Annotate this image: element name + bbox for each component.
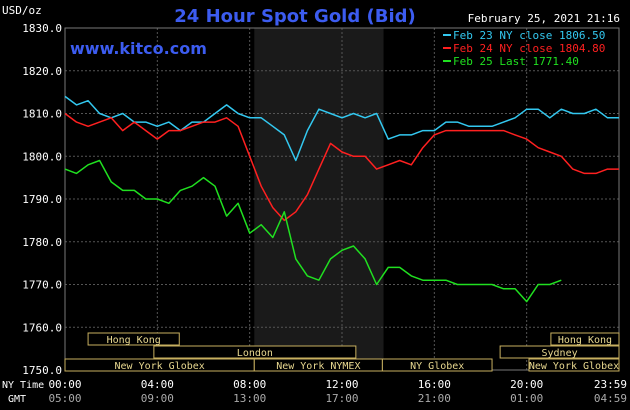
y-tick-label: 1750.0	[22, 364, 62, 377]
session-box	[87, 332, 180, 346]
y-tick-label: 1760.0	[22, 321, 62, 334]
y-tick-label: 1830.0	[22, 22, 62, 35]
series-line	[64, 112, 619, 222]
gmt-tick-label: 04:59	[594, 392, 627, 405]
ny-time-tick-label: 08:00	[233, 378, 266, 391]
y-tick-labels: 1750.0 1760.0 1770.0 1780.0 1790.0 1800.0 1810…	[22, 22, 62, 377]
y-tick-label: 1790.0	[22, 193, 62, 206]
y-axis-label: USD/oz	[2, 4, 42, 17]
chart-title: 24 Hour Spot Gold (Bid)	[174, 6, 415, 27]
session-label: Hong Kong	[558, 335, 612, 346]
legend-entry: Feb 25 Last 1771.40	[453, 55, 579, 68]
market-sessions: Hong Kong Hong Kong London Sydney New York G…	[64, 332, 620, 372]
session-box	[499, 345, 620, 359]
session-label: New York Globex	[529, 361, 619, 372]
legend-entry: Feb 24 NY close 1804.80	[453, 42, 605, 55]
session-label: Sydney	[541, 348, 577, 359]
session-box	[153, 345, 357, 359]
gmt-tick-label: 21:00	[418, 392, 451, 405]
y-tick-label: 1810.0	[22, 108, 62, 121]
session-label: NY Globex	[410, 361, 464, 372]
gmt-tick-label: 17:00	[325, 392, 358, 405]
session-label: New York NYMEX	[276, 361, 360, 372]
series-line	[64, 95, 619, 162]
gmt-tick-label: 09:00	[141, 392, 174, 405]
y-tick-label: 1800.0	[22, 150, 62, 163]
gmt-tick-label: 01:00	[510, 392, 543, 405]
session-box	[528, 358, 620, 372]
y-tick-label: 1820.0	[22, 65, 62, 78]
y-tick-label: 1770.0	[22, 279, 62, 292]
gmt-tick-label: 05:00	[48, 392, 81, 405]
ny-time-tick-label: 16:00	[418, 378, 451, 391]
ny-time-tick-label: 23:59	[594, 378, 627, 391]
ny-time-tick-label: 00:00	[48, 378, 81, 391]
session-label: London	[237, 348, 273, 359]
ny-time-tick-label: 04:00	[141, 378, 174, 391]
date-stamp: February 25, 2021 21:16	[468, 12, 620, 25]
series-line	[64, 159, 562, 303]
watermark: www.kitco.com	[70, 39, 207, 58]
ny-time-tick-label: 20:00	[510, 378, 543, 391]
session-box	[381, 358, 493, 372]
legend-entry: Feb 23 NY close 1806.50	[453, 29, 605, 42]
series-group	[64, 95, 619, 303]
session-box	[550, 332, 620, 346]
y-tick-label: 1780.0	[22, 236, 62, 249]
session-label: Hong Kong	[107, 335, 161, 346]
gmt-tick-label: 13:00	[233, 392, 266, 405]
ny-time-tick-label: 12:00	[325, 378, 358, 391]
session-label: New York Globex	[114, 361, 204, 372]
ny-time-label: NY Time	[2, 380, 44, 391]
gmt-label: GMT	[8, 394, 26, 405]
